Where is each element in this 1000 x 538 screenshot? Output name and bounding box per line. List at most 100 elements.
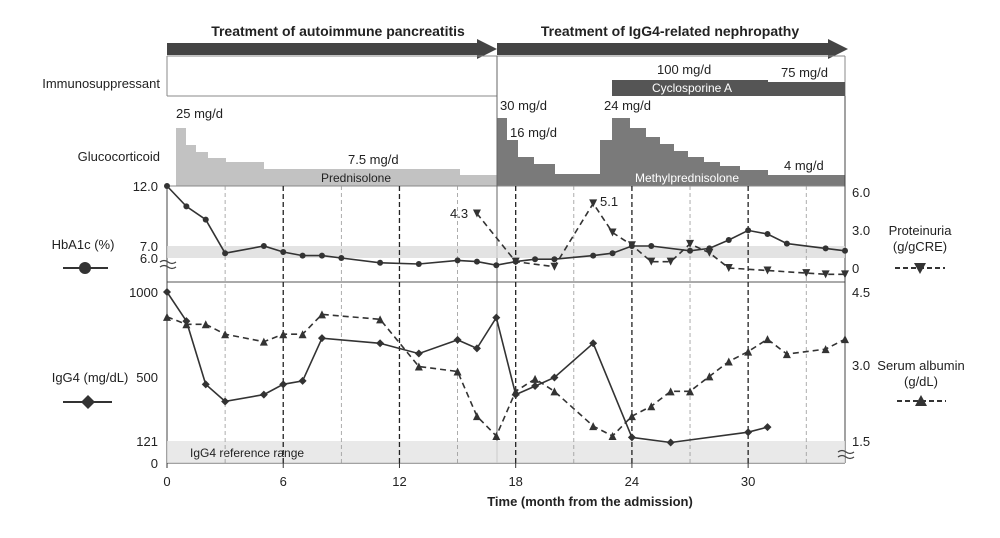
proteinuria-point-10 — [724, 264, 733, 272]
panel-frames — [166, 56, 846, 464]
albumin-point-10 — [453, 367, 462, 376]
albumin-label-1: Serum albumin — [877, 358, 964, 373]
proteinuria-point-13 — [821, 270, 830, 279]
proteinuria-point-7 — [666, 257, 675, 266]
dose-24-label: 24 mg/d — [604, 98, 651, 113]
proteinuria-point-14 — [841, 270, 849, 279]
hba1c-tick-1: 7.0 — [140, 239, 158, 254]
proteinuria-point-5 — [627, 241, 636, 250]
albumin-point-12 — [492, 432, 501, 441]
hba1c-point-15 — [532, 256, 539, 263]
albumin-point-27 — [821, 345, 830, 354]
igg4-legend-marker — [81, 395, 95, 409]
ref-range-label: IgG4 reference range — [190, 446, 304, 460]
igg4-point-2 — [201, 380, 210, 389]
hba1c-label: HbA1c (%) — [52, 237, 115, 252]
igg4-point-5 — [279, 380, 288, 389]
igg4-point-0 — [163, 288, 171, 296]
albumin-tick-1: 3.0 — [852, 358, 870, 373]
hba1c-legend-marker — [79, 262, 91, 274]
proteinuria-point-1 — [511, 257, 520, 266]
albumin-point-23 — [724, 357, 733, 366]
proteinuria-point-8 — [686, 239, 695, 248]
hba1c-point-13 — [493, 262, 500, 269]
hba1c-point-7 — [318, 252, 325, 259]
hba1c-axis-break — [159, 259, 177, 270]
albumin-label-2: (g/dL) — [904, 374, 938, 389]
phase2-title: Treatment of IgG4-related nephropathy — [541, 23, 799, 39]
dose-75-label: 75 mg/d — [781, 65, 828, 80]
proteinuria-tick-0: 6.0 — [852, 185, 870, 200]
proteinuria-point-9 — [705, 248, 714, 257]
albumin-point-11 — [472, 412, 481, 421]
x-tick-label-2: 12 — [392, 474, 406, 489]
proteinuria-point-3 — [589, 199, 598, 208]
igg4-point-9 — [414, 349, 423, 358]
proteinuria-point-2 — [550, 262, 559, 271]
albumin-point-8 — [376, 315, 385, 324]
proteinuria-line — [476, 201, 845, 276]
igg4-point-7 — [317, 334, 326, 343]
series-labels: HbA1c (%) Proteinuria (g/gCRE) IgG4 (mg/… — [52, 223, 965, 409]
igg4-tick-3: 0 — [151, 456, 158, 471]
igg4-point-19 — [744, 428, 753, 437]
phase1-arrow — [167, 39, 497, 59]
hba1c-point-23 — [725, 237, 732, 243]
igg4-reference-band — [167, 441, 845, 463]
albumin-point-15 — [550, 387, 559, 396]
igg4-tick-2: 121 — [136, 434, 158, 449]
phase2-arrow — [497, 39, 848, 59]
hba1c-point-2 — [202, 216, 209, 223]
albumin-point-28 — [841, 335, 849, 344]
albumin-tick-2: 1.5 — [852, 434, 870, 449]
albumin-point-5 — [279, 330, 288, 339]
dose-7-5-label: 7.5 mg/d — [348, 152, 399, 167]
albumin-point-16 — [589, 422, 598, 431]
x-tick-label-5: 30 — [741, 474, 755, 489]
prednisolone-steps — [176, 128, 497, 186]
albumin-tick-0: 4.5 — [852, 285, 870, 300]
igg4-point-17 — [627, 433, 636, 442]
albumin-point-26 — [782, 350, 791, 359]
immunosuppressant-label: Immunosuppressant — [42, 76, 160, 91]
hba1c-point-27 — [822, 245, 829, 252]
hba1c-point-3 — [222, 250, 229, 257]
albumin-point-2 — [201, 320, 210, 329]
proteinuria-point-12 — [802, 269, 811, 278]
immunosuppressant-track: Immunosuppressant Cyclosporine A 100 mg/… — [42, 55, 846, 97]
hba1c-point-5 — [280, 249, 287, 255]
proteinuria-point-0 — [472, 209, 481, 218]
proteinuria-tick-1: 3.0 — [852, 223, 870, 238]
albumin-point-21 — [686, 387, 695, 396]
albumin-point-7 — [317, 310, 326, 319]
hba1c-point-9 — [377, 259, 384, 266]
phase-arrows: Treatment of autoimmune pancreatitis Tre… — [167, 23, 848, 59]
albumin-point-13 — [511, 387, 520, 396]
proteinuria-label-2: (g/gCRE) — [893, 239, 947, 254]
albumin-point-19 — [647, 402, 656, 411]
igg4-point-10 — [453, 335, 462, 344]
albumin-point-24 — [744, 347, 753, 356]
albumin-point-17 — [608, 432, 617, 441]
igg4-point-4 — [259, 390, 268, 399]
hba1c-point-24 — [745, 227, 752, 234]
dose-30-label: 30 mg/d — [500, 98, 547, 113]
albumin-point-3 — [221, 330, 230, 339]
igg4-line — [166, 291, 768, 444]
albumin-point-0 — [163, 312, 171, 321]
albumin-point-25 — [763, 335, 772, 344]
cyclosporine-bar-low — [768, 82, 845, 96]
hba1c-point-1 — [183, 203, 190, 210]
hba1c-point-28 — [842, 247, 848, 254]
ticks-layer: 0 6 12 18 24 3012.07.06.06.03.00100050012104.… — [129, 179, 870, 489]
annotation-4-3: 4.3 — [450, 206, 468, 221]
hba1c-point-21 — [687, 247, 694, 254]
dose-16-label: 16 mg/d — [510, 125, 557, 140]
igg4-point-12 — [492, 313, 501, 322]
proteinuria-point-6 — [647, 257, 656, 266]
hba1c-tick-0: 12.0 — [133, 179, 158, 194]
albumin-axis-break — [837, 449, 855, 460]
proteinuria-point-4 — [608, 228, 617, 237]
gridlines — [224, 186, 807, 463]
